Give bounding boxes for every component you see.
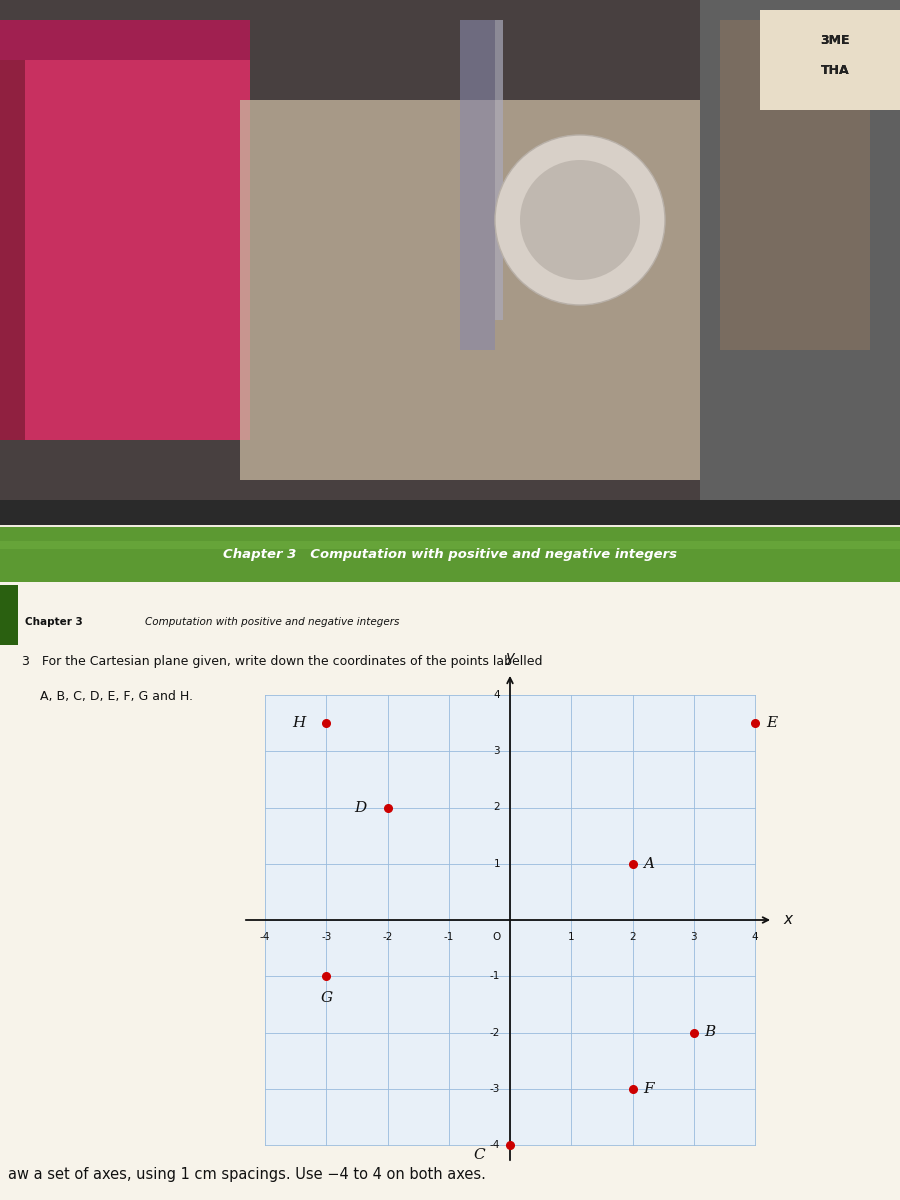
- Text: A, B, C, D, E, F, G and H.: A, B, C, D, E, F, G and H.: [40, 690, 193, 703]
- Bar: [0, 580, 900, 1200]
- Bar: [460, 20, 495, 350]
- Text: -3: -3: [321, 932, 331, 942]
- Text: -2: -2: [382, 932, 392, 942]
- Text: -1: -1: [444, 932, 454, 942]
- Bar: [0, 527, 900, 582]
- Text: aw a set of axes, using 1 cm spacings. Use −4 to 4 on both axes.: aw a set of axes, using 1 cm spacings. U…: [8, 1166, 486, 1182]
- Bar: [0, 20, 25, 440]
- Text: Computation with positive and negative integers: Computation with positive and negative i…: [145, 617, 400, 626]
- Bar: [760, 10, 900, 110]
- Text: 3: 3: [493, 746, 500, 756]
- Bar: [495, 20, 503, 320]
- Text: B: B: [704, 1026, 716, 1039]
- Bar: [700, 0, 900, 500]
- Bar: [0, 0, 900, 520]
- Text: -4: -4: [490, 1140, 500, 1150]
- Bar: [0, 0, 900, 520]
- Text: 4: 4: [752, 932, 759, 942]
- Text: A: A: [643, 857, 654, 871]
- Text: Chapter 3: Chapter 3: [25, 617, 83, 626]
- Text: H: H: [292, 716, 306, 730]
- Text: F: F: [644, 1081, 653, 1096]
- Bar: [0, 541, 900, 550]
- Bar: [0, 500, 900, 526]
- Circle shape: [520, 160, 640, 280]
- Text: -4: -4: [260, 932, 270, 942]
- Bar: [0, 20, 250, 60]
- Text: THA: THA: [821, 64, 850, 77]
- Bar: [240, 100, 720, 480]
- Text: -1: -1: [490, 971, 500, 982]
- Text: 3   For the Cartesian plane given, write down the coordinates of the points labe: 3 For the Cartesian plane given, write d…: [22, 655, 543, 668]
- Text: O: O: [493, 932, 501, 942]
- Text: 3ME: 3ME: [820, 34, 850, 47]
- Bar: [720, 20, 870, 350]
- Text: 1: 1: [568, 932, 574, 942]
- Text: E: E: [767, 716, 778, 730]
- Text: 2: 2: [629, 932, 635, 942]
- Text: D: D: [355, 800, 366, 815]
- Text: 4: 4: [493, 690, 500, 700]
- Text: x: x: [783, 912, 792, 928]
- Text: 3ME: 3ME: [820, 34, 850, 47]
- Text: 2: 2: [493, 803, 500, 812]
- Text: -3: -3: [490, 1084, 500, 1093]
- Text: -2: -2: [490, 1027, 500, 1038]
- Text: G: G: [320, 991, 332, 1006]
- Text: C: C: [473, 1147, 485, 1162]
- Text: 1: 1: [493, 859, 500, 869]
- Text: 3: 3: [690, 932, 698, 942]
- Text: y: y: [506, 650, 515, 665]
- Circle shape: [495, 134, 665, 305]
- Text: Chapter 3   Computation with positive and negative integers: Chapter 3 Computation with positive and …: [223, 548, 677, 560]
- Text: THA: THA: [821, 64, 850, 77]
- Bar: [0, 20, 250, 440]
- Bar: [265, 695, 755, 1145]
- Bar: [0, 584, 18, 646]
